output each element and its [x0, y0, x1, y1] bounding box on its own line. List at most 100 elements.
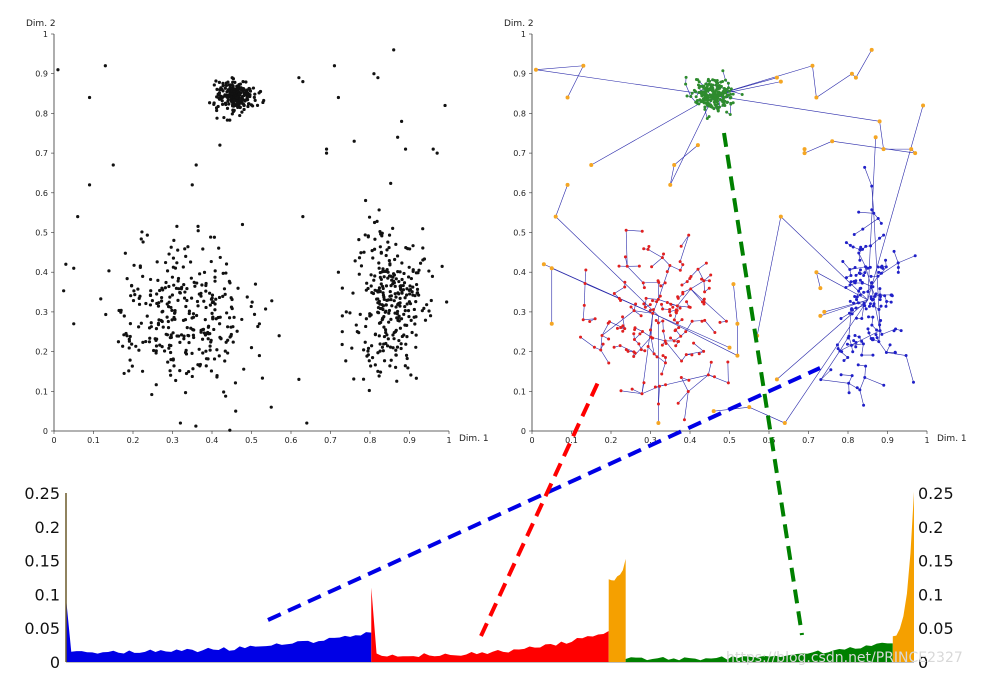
cluster-node [660, 302, 664, 306]
cluster-node [675, 321, 679, 325]
data-point [241, 80, 245, 84]
tree-edge [643, 282, 659, 284]
data-point [357, 272, 361, 276]
data-point [387, 311, 391, 315]
data-point [137, 296, 141, 300]
data-point [249, 304, 253, 309]
data-point [159, 295, 164, 300]
data-point [196, 229, 200, 233]
cluster-node [687, 378, 691, 382]
cluster-node [854, 279, 858, 283]
tree-edge [878, 330, 881, 342]
data-point [370, 344, 374, 348]
data-point [175, 334, 179, 338]
data-point [403, 296, 407, 300]
data-point [176, 298, 180, 303]
y-axis-label: Dim. 2 [504, 19, 534, 29]
data-point [209, 297, 214, 301]
tree-edge [858, 211, 874, 214]
tree-edge [680, 234, 689, 247]
reachability-segment [371, 587, 609, 662]
cluster-node [718, 320, 722, 324]
cluster-node [889, 300, 893, 304]
data-point [231, 84, 235, 88]
data-point [405, 335, 409, 339]
cluster-node [866, 327, 870, 331]
tree-edge [665, 340, 682, 362]
data-point [150, 299, 154, 303]
cluster-node [648, 328, 652, 332]
data-point [422, 257, 427, 261]
data-point [403, 364, 407, 368]
data-point [187, 311, 191, 316]
data-point [385, 298, 389, 302]
noise-node [873, 135, 878, 140]
data-point [160, 345, 164, 349]
data-point [373, 274, 377, 278]
x-tick-label: 0.2 [127, 436, 140, 445]
data-point [210, 293, 215, 297]
data-point [213, 279, 217, 283]
cluster-node [876, 274, 880, 278]
cluster-node [861, 342, 865, 346]
data-point [396, 316, 400, 320]
data-point [363, 198, 368, 203]
data-point [359, 264, 364, 268]
data-point [208, 101, 212, 105]
cluster-node [884, 258, 888, 262]
cluster-node [695, 99, 699, 103]
data-point [167, 284, 171, 289]
data-point [130, 342, 134, 346]
data-point [415, 291, 419, 295]
data-point [208, 291, 212, 295]
cluster-node [850, 312, 854, 316]
data-point [206, 357, 210, 361]
cluster-node [705, 93, 709, 97]
cluster-node [705, 117, 709, 121]
tree-edge [620, 390, 643, 395]
cluster-node [870, 298, 874, 302]
data-point [167, 346, 171, 350]
cluster-node [870, 281, 874, 285]
data-point [373, 247, 377, 251]
data-point [166, 326, 171, 330]
data-point [230, 112, 234, 116]
y-tick-label: 0 [43, 427, 48, 436]
cluster-node [606, 321, 610, 325]
noise-node [849, 71, 854, 76]
data-point [125, 277, 129, 281]
data-point [137, 325, 141, 329]
cluster-node [868, 302, 872, 306]
data-point [191, 315, 196, 319]
cluster-node [876, 217, 880, 221]
data-point [155, 260, 159, 264]
x-tick-label: 0.5 [723, 436, 736, 445]
data-point [227, 83, 232, 87]
cluster-node [872, 302, 876, 306]
data-point [190, 351, 194, 355]
cluster-node [861, 247, 865, 251]
data-point [382, 297, 386, 302]
data-point [220, 102, 225, 106]
cluster-node [893, 351, 897, 355]
cluster-node [621, 324, 625, 328]
data-point [194, 313, 199, 318]
cluster-node [621, 315, 625, 319]
noise-edge [733, 284, 738, 324]
cluster-node [624, 348, 628, 352]
data-point [224, 394, 228, 398]
cluster-node [869, 274, 873, 278]
cluster-node [673, 329, 677, 333]
data-point [157, 318, 161, 322]
noise-node [778, 79, 783, 84]
data-point [148, 336, 152, 340]
cluster-node [672, 318, 676, 322]
data-point [352, 377, 356, 381]
data-point [149, 321, 153, 325]
noise-point [218, 143, 222, 147]
cluster-node [904, 354, 908, 358]
data-point [376, 351, 380, 355]
cluster-node [857, 289, 861, 293]
data-point [217, 354, 221, 358]
data-point [414, 299, 418, 304]
